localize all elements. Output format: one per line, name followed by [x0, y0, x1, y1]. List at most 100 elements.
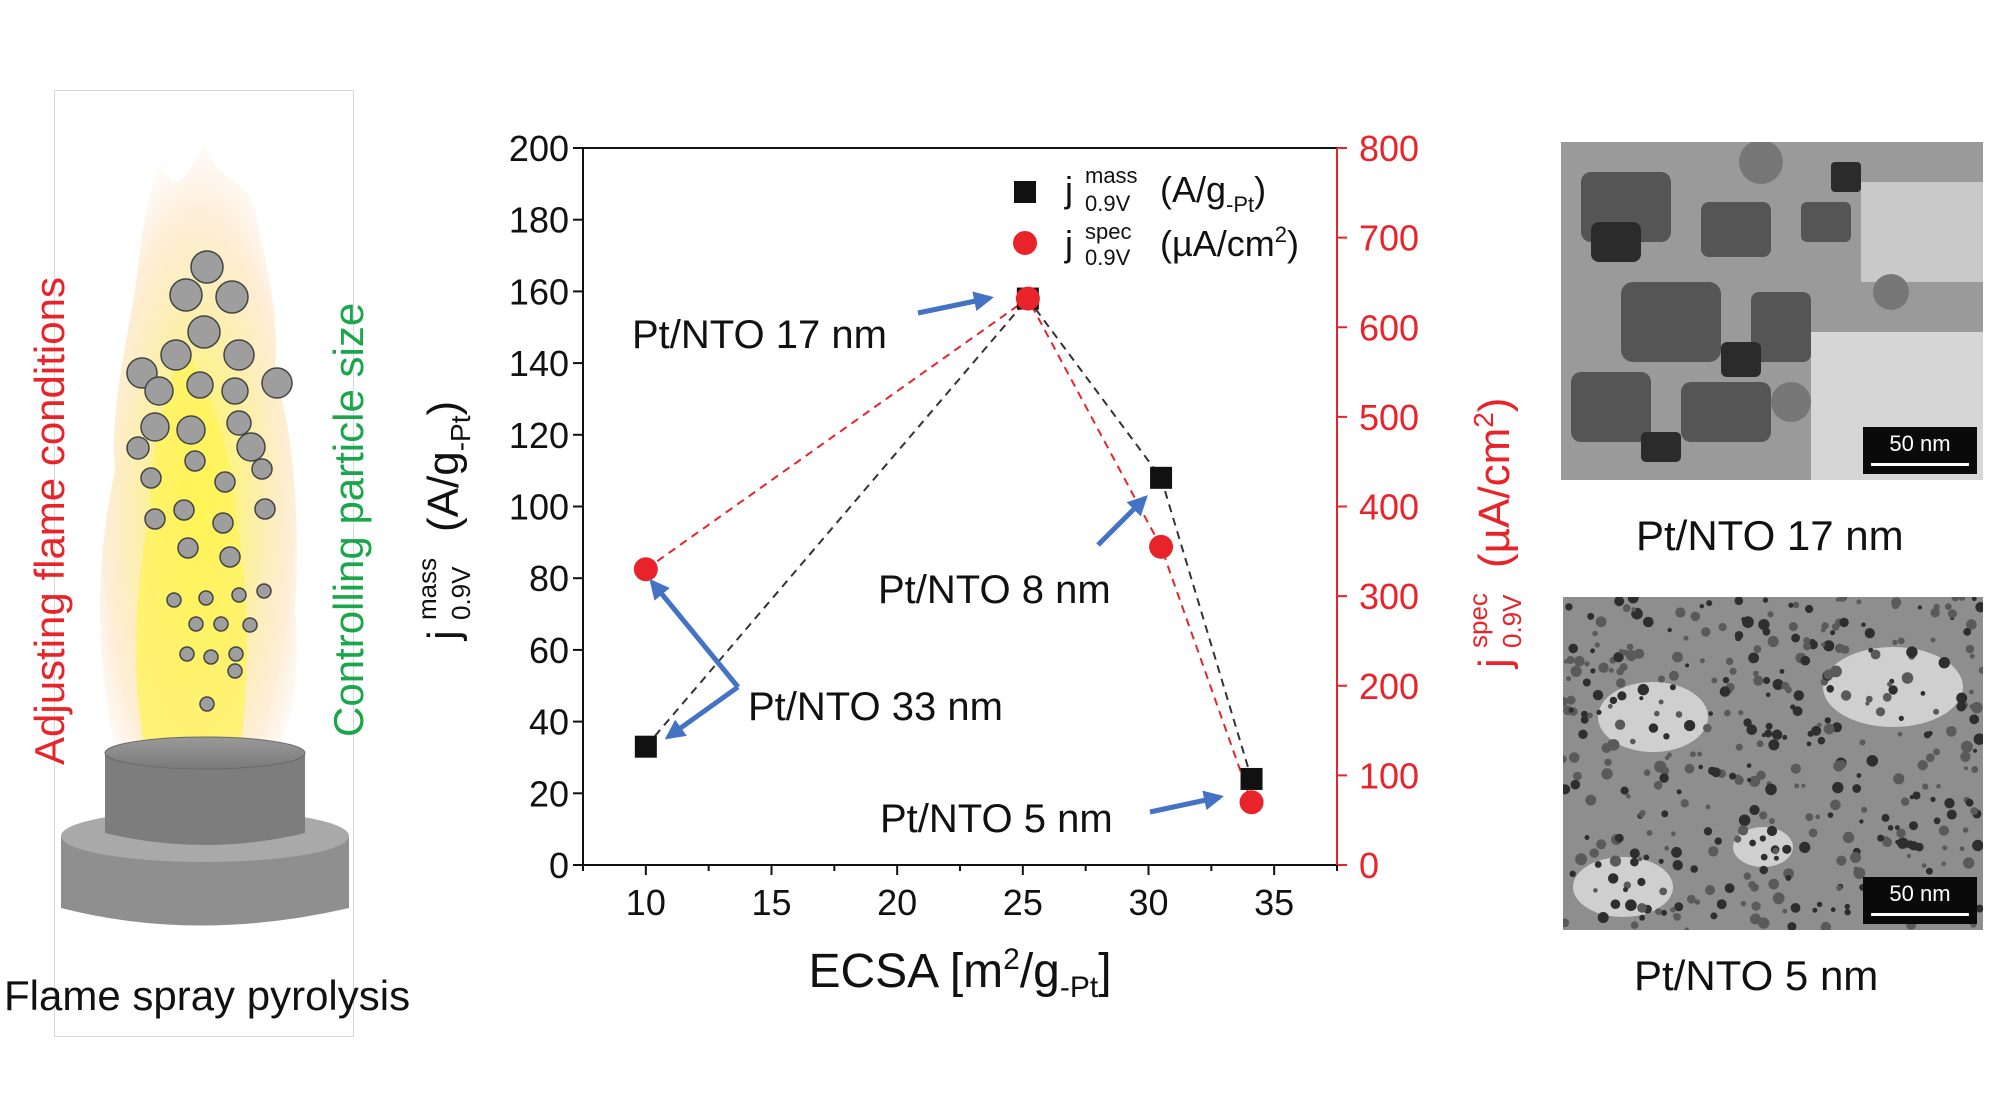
tem-particle [1762, 597, 1769, 603]
tem-particle [1938, 825, 1949, 836]
tem-particle [1676, 789, 1682, 795]
tem-particle [1901, 672, 1914, 684]
tem-particle [1683, 635, 1689, 641]
tem-particle [1643, 616, 1654, 628]
tem-particle [1759, 811, 1768, 820]
y-right-tick-label: 500 [1359, 397, 1419, 438]
tem-particle [1805, 813, 1814, 822]
y-left-tick-label: 140 [509, 343, 569, 384]
tem-particle [1643, 854, 1650, 861]
tem-particle [1852, 784, 1862, 793]
tem-particle [1887, 825, 1894, 831]
burner-top [105, 753, 305, 845]
tem-particle [1840, 690, 1852, 701]
legend-mass-sub: 0.9V [1085, 191, 1131, 216]
tem-particle [1832, 722, 1842, 733]
tem-particle [1782, 734, 1788, 740]
legend-marker-spec [1013, 231, 1037, 255]
legend: j mass 0.9V (A/g-Pt) j spec 0.9V (µA/cm2… [1013, 163, 1299, 270]
tem-particle [1735, 774, 1742, 781]
tem-particle [1608, 667, 1614, 673]
tem-particle [1773, 855, 1779, 861]
tem-particle [1820, 627, 1826, 633]
tem-particle [1881, 813, 1890, 822]
tem-particle [1960, 740, 1973, 753]
tem-particle [1823, 723, 1835, 735]
tem-particle [1664, 755, 1670, 761]
legend-spec-j: j [1064, 223, 1073, 264]
tem-particle [1749, 839, 1756, 847]
tem-particle [1972, 839, 1983, 852]
y-right-tick-label: 700 [1359, 218, 1419, 259]
tem-particle [1827, 812, 1834, 818]
tem-particle [1933, 748, 1941, 756]
tem-particle [1610, 899, 1621, 909]
legend-spec-unit-close: ) [1287, 223, 1299, 264]
tem-particle [1684, 927, 1689, 930]
svg-text:(µA/cm2): (µA/cm2) [1468, 398, 1519, 568]
tem-particle [1673, 913, 1681, 921]
tem-particle [1699, 658, 1705, 664]
tem-particle [1725, 657, 1734, 666]
tem-particle [1882, 692, 1892, 702]
tem-particle [1975, 602, 1983, 613]
tem-particle [1844, 903, 1850, 910]
tem-particle [1830, 630, 1836, 636]
tem-particle [1680, 799, 1689, 808]
tem-particle [1675, 607, 1686, 618]
tem-particle [1835, 643, 1845, 653]
tem-particle [1965, 798, 1974, 807]
tem-particle [1672, 860, 1683, 871]
tem-particle [1616, 678, 1626, 688]
tem-particle [1703, 723, 1712, 733]
tem-particle [1832, 781, 1844, 794]
tem-particle [1575, 853, 1588, 866]
tem-particle [1933, 603, 1940, 610]
tem-particle [1944, 798, 1955, 809]
tem-particle [1568, 643, 1578, 654]
tem-particle [1608, 873, 1619, 884]
tem-particle [1675, 711, 1683, 718]
tem-particle [1830, 907, 1836, 913]
tem-particle [1764, 729, 1773, 738]
tem-particle [1565, 603, 1573, 611]
tem-particle [1896, 828, 1906, 838]
tem-particle [1752, 670, 1759, 677]
tem-5nm-graphic [1563, 597, 1983, 930]
tem-particle [1836, 885, 1843, 891]
flame-illustration-graphic [61, 141, 349, 926]
tem-particle [1781, 681, 1790, 690]
scale-bar-line-17nm [1871, 463, 1969, 466]
tem-particle [1799, 841, 1811, 853]
tem-particle [1674, 902, 1684, 912]
legend-mass-j: j [1064, 169, 1073, 210]
tem-particle [1859, 819, 1864, 824]
tem-particle [1800, 655, 1811, 666]
tem-particle [1563, 784, 1571, 795]
tem-particle [1963, 628, 1972, 636]
tem-particle [1785, 874, 1792, 881]
svg-text:0.9V: 0.9V [1497, 594, 1527, 648]
tem-particle [1936, 784, 1941, 789]
tem-particle [1803, 637, 1811, 645]
tem-particle [1701, 627, 1711, 637]
tem-particle [1891, 597, 1902, 608]
tem-particle [1735, 743, 1743, 751]
annotation-33nm: Pt/NTO 33 nm [748, 685, 1003, 729]
tem-particle [1661, 810, 1669, 818]
tem-particle [1766, 825, 1778, 837]
tem-particle [1933, 817, 1941, 825]
tem-caption-5nm: Pt/NTO 5 nm [1634, 952, 1879, 999]
tem-particle [1563, 755, 1567, 763]
tem-particle [1815, 814, 1821, 820]
tem-particle [1912, 791, 1921, 800]
tem-particle [1569, 752, 1580, 763]
tem-particle [1667, 627, 1672, 633]
tem-particle [1671, 846, 1682, 858]
tem-particle [1740, 900, 1747, 907]
tem-particle [1711, 767, 1721, 778]
svg-text:j: j [419, 630, 468, 642]
tem-particle [1790, 903, 1801, 913]
tem-particle [1758, 619, 1770, 631]
x-tick-label: 20 [877, 882, 917, 923]
